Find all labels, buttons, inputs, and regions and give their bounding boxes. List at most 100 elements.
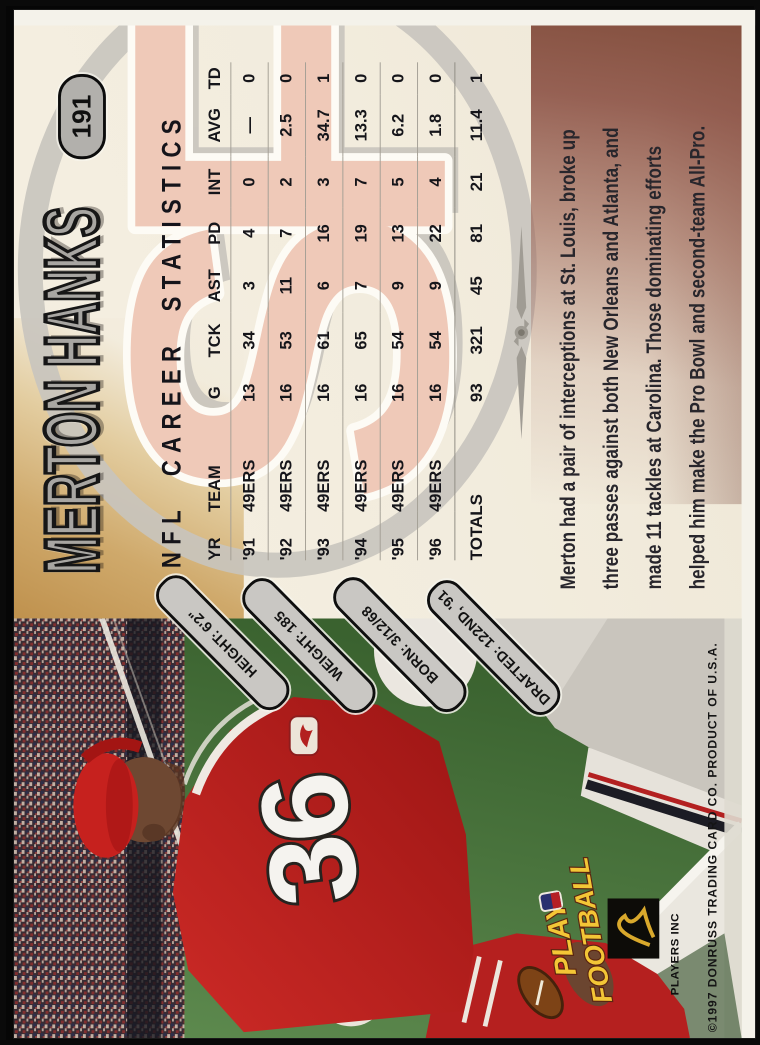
player-summary: Merton had a pair of interceptions at St… [546, 126, 718, 590]
table-header-row: YR TEAM G TCK AST PD INT AVG TD [196, 62, 231, 560]
cell-yr: '91 [230, 511, 269, 561]
stats-panel: SF SF MERTON HANKS 191 NFL CAREER STATIS… [14, 25, 742, 619]
cell-team: 49ERS [305, 416, 343, 512]
cell: 9 [417, 259, 455, 313]
cell: 5 [380, 156, 418, 208]
cell: 7 [342, 156, 381, 208]
total-td: 1 [454, 62, 498, 95]
cell: 7 [342, 259, 381, 313]
col-header-td: TD [205, 67, 224, 90]
watermark-ring [17, 25, 537, 578]
cell: 16 [305, 368, 343, 417]
total-ast: 45 [454, 259, 498, 313]
player-photo: 36 PLAY FOOTBALL PLAYERS INC ©1997 [14, 618, 742, 1038]
col-header-pd: PD [205, 221, 224, 245]
total-int: 21 [454, 156, 498, 208]
cell: 16 [380, 368, 418, 417]
cell-team: 49ERS [380, 416, 418, 512]
cell: 0 [230, 62, 269, 95]
col-header-ast: AST [205, 269, 224, 303]
cell: 0 [230, 156, 269, 208]
patch-bird-logo [300, 724, 313, 748]
cell: 16 [342, 368, 381, 417]
ornament-divider [513, 226, 530, 440]
career-stats-table: YR TEAM G TCK AST PD INT AVG TD '91 49ER… [196, 62, 498, 561]
cell: 13 [230, 368, 269, 417]
card-number-badge: 191 [58, 73, 106, 160]
cell: 3 [305, 156, 343, 208]
cell-yr: '93 [305, 511, 343, 561]
summary-line: made 11 tackles at Carolina. Those domin… [642, 145, 666, 590]
jersey-number: 36 [234, 768, 386, 912]
team-logo-watermark: SF SF [17, 25, 554, 578]
totals-row: TOTALS 93 321 45 81 21 11.4 1 [454, 62, 498, 561]
col-header-team: TEAM [205, 465, 224, 512]
table-row: '96 49ERS 16 54 9 22 4 1.8 0 [417, 62, 455, 561]
kneeling-player-jersey [425, 933, 690, 1038]
players-inc-squiggle [617, 905, 656, 947]
cell: 1.8 [417, 94, 455, 157]
stats-title: NFL CAREER STATISTICS [157, 112, 188, 569]
player-name: MERTON HANKS [27, 205, 116, 575]
summary-line: three passes against both New Orleans an… [598, 127, 623, 590]
col-header-avg: AVG [205, 108, 224, 143]
cell-team: 49ERS [342, 416, 381, 512]
copyright-text: ©1997 DONRUSS TRADING CARD CO. PRODUCT O… [706, 642, 720, 1032]
cell: 6.2 [380, 94, 418, 157]
cell-team: 49ERS [268, 416, 306, 512]
table-row: '91 49ERS 13 34 3 4 0 — 0 [230, 62, 269, 561]
cell-yr: '96 [417, 511, 455, 561]
cell: 6 [305, 259, 343, 313]
photo-bottom-strip [724, 618, 742, 1038]
cell: 16 [268, 368, 306, 417]
nfl-shield-stripe [550, 891, 562, 909]
cell-yr: '95 [380, 511, 418, 561]
cell: 13.3 [342, 94, 381, 157]
jersey-trim-stripe [461, 956, 482, 1024]
cap-brim [80, 737, 143, 764]
cell: 65 [342, 312, 381, 369]
jersey-trim-stripe-2 [482, 959, 503, 1027]
football-lace [535, 980, 544, 1006]
cell: 13 [380, 207, 418, 260]
cell: 34.7 [305, 94, 343, 157]
total-tck: 321 [454, 312, 498, 369]
cell: 53 [268, 312, 306, 369]
pants-stripe-black [585, 779, 742, 838]
cell: 34 [230, 312, 269, 369]
player-ear [142, 823, 166, 842]
table-row: '95 49ERS 16 54 9 13 5 6.2 0 [380, 62, 418, 561]
cell: 0 [342, 62, 381, 95]
cell: 16 [305, 207, 343, 260]
total-pd: 81 [454, 207, 498, 260]
cell: 4 [230, 207, 269, 260]
face-shadow [157, 760, 186, 839]
cell: 54 [380, 312, 418, 369]
cell: 7 [268, 207, 306, 260]
standing-player-jersey [172, 696, 474, 1033]
trading-card-rotated-scan: 36 PLAY FOOTBALL PLAYERS INC ©1997 [14, 9, 756, 1039]
cell: 11 [268, 259, 306, 313]
cell: 3 [230, 259, 269, 313]
player-arm [563, 942, 614, 1007]
cell: — [230, 94, 269, 157]
cell-team: 49ERS [230, 416, 269, 512]
photo-scene: 36 PLAY FOOTBALL PLAYERS INC ©1997 [14, 618, 742, 1038]
cell-team: 49ERS [417, 416, 455, 512]
cell: 61 [305, 312, 343, 369]
card-number: 191 [67, 94, 96, 139]
cap-shadow [105, 758, 133, 852]
cell: 19 [342, 207, 381, 260]
cell: 54 [417, 312, 455, 369]
card-back: 36 PLAY FOOTBALL PLAYERS INC ©1997 [14, 25, 742, 1038]
cell: 1 [305, 62, 343, 95]
col-header-tck: TCK [205, 323, 224, 358]
col-header-int: INT [205, 168, 224, 196]
totals-label: TOTALS [454, 416, 498, 561]
table-row: '94 49ERS 16 65 7 19 7 13.3 0 [342, 62, 381, 561]
monogram-shadow: SF [51, 25, 554, 493]
monogram-sf: SF [37, 25, 540, 507]
cell: 2.5 [268, 94, 306, 157]
total-avg: 11.4 [454, 94, 498, 157]
table-row: '92 49ERS 16 53 11 7 2 2.5 0 [268, 62, 306, 561]
